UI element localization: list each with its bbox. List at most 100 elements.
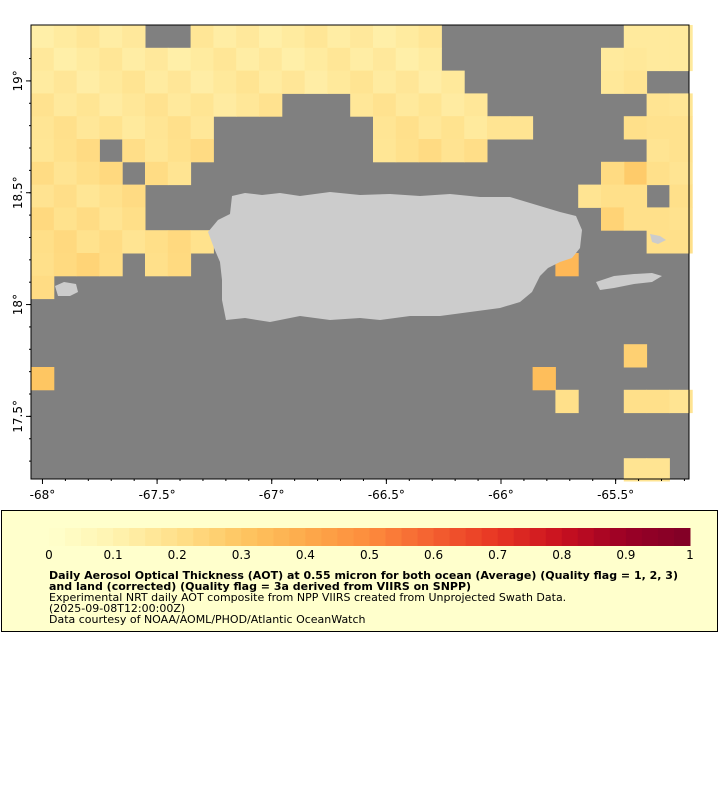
aot-cell [646, 139, 670, 163]
aot-cell [99, 70, 123, 94]
colorbar-cell [561, 528, 579, 546]
legend-description: Experimental NRT daily AOT composite fro… [49, 591, 567, 604]
colorbar-cell [129, 528, 146, 546]
aot-cell [373, 116, 397, 140]
colorbar-tick-label: 0.2 [168, 548, 187, 562]
aot-cell [53, 70, 78, 94]
aot-cell [441, 116, 465, 140]
colorbar-cell [641, 528, 659, 546]
aot-cell [623, 25, 648, 49]
aot-cell [487, 116, 511, 140]
aot-cell [418, 116, 442, 140]
colorbar-ticks: 0 0.1 0.2 0.3 0.4 0.5 0.6 0.7 0.8 0.9 1 [45, 548, 694, 562]
aot-cell [53, 161, 78, 186]
aot-cell [213, 25, 237, 49]
colorbar-tick-label: 0.5 [360, 548, 379, 562]
aot-cell [578, 184, 602, 208]
aot-cell [418, 70, 442, 94]
aot-cell [395, 70, 420, 94]
lon-tick-label: -66° [488, 488, 514, 502]
aot-cell [99, 253, 123, 277]
aot-cell [373, 47, 397, 72]
aot-cell [99, 230, 123, 254]
aot-cell [601, 47, 625, 72]
aot-cell [53, 25, 78, 49]
aot-cell [99, 25, 123, 49]
lon-tick-label: -68° [30, 488, 56, 502]
aot-cell [213, 70, 237, 94]
aot-cell [646, 47, 670, 72]
aot-cell [669, 93, 693, 117]
aot-cell [145, 253, 169, 277]
lat-tick-label: 19° [11, 70, 25, 91]
aot-cell [190, 70, 214, 94]
aot-cell [99, 116, 123, 140]
aot-cell [76, 116, 100, 140]
colorbar-cell [305, 528, 322, 546]
aot-cell [304, 70, 328, 94]
colorbar-cell [465, 528, 483, 546]
legend-credit: Data courtesy of NOAA/AOML/PHOD/Atlantic… [49, 613, 366, 626]
aot-cell [31, 184, 55, 208]
aot-cell [167, 230, 192, 254]
aot-cell [122, 184, 146, 208]
aot-cell [418, 25, 442, 49]
colorbar-cell [337, 528, 354, 546]
aot-cell [441, 93, 465, 117]
colorbar-cell [289, 528, 306, 546]
aot-cell [646, 389, 670, 414]
colorbar-cell [401, 528, 419, 546]
colorbar-cell [593, 528, 611, 546]
aot-cell [190, 116, 214, 140]
aot-cell [395, 47, 420, 72]
lat-tick-label: 17.5° [11, 400, 25, 433]
aot-cell [327, 70, 351, 94]
aot-data-cells [31, 25, 693, 482]
aot-cell [236, 93, 260, 117]
aot-cell [669, 207, 693, 231]
aot-cell [304, 25, 328, 49]
legend-timestamp: (2025-09-08T12:00:00Z) [49, 602, 186, 615]
aot-cell [145, 230, 169, 254]
aot-cell [395, 93, 420, 117]
aot-cell [145, 116, 169, 140]
colorbar-cell [481, 528, 499, 546]
colorbar-tick-label: 1 [686, 548, 694, 562]
aot-cell [31, 253, 55, 277]
aot-cell [190, 230, 214, 254]
lon-tick-label: -65.5° [597, 488, 634, 502]
aot-cell [623, 184, 648, 208]
land-masses [55, 192, 666, 322]
aot-cell [669, 25, 693, 49]
aot-cell [76, 70, 100, 94]
aot-cell [259, 25, 283, 49]
aot-cell [76, 161, 100, 186]
aot-cell [99, 184, 123, 208]
aot-cell [669, 184, 693, 208]
aot-cell [190, 139, 214, 163]
aot-map: -68° -67.5° -67° -66.5° -66° -65.5° 19° 18.5° 18… [11, 24, 693, 502]
aot-cell [395, 116, 420, 140]
aot-cell [259, 70, 283, 94]
aot-cell [53, 207, 78, 231]
aot-cell [53, 93, 78, 117]
culebra-island [650, 234, 666, 244]
aot-cell [395, 25, 420, 49]
aot-cell [31, 116, 55, 140]
aot-cell [350, 25, 374, 49]
legend-panel: 0 0.1 0.2 0.3 0.4 0.5 0.6 0.7 0.8 0.9 1 Daily Aero… [1, 510, 718, 632]
colorbar-cell [513, 528, 531, 546]
aot-cell [623, 161, 648, 186]
colorbar-cell [369, 528, 387, 546]
aot-cell [646, 116, 670, 140]
aot-cell [281, 70, 306, 94]
aot-cell [669, 230, 693, 254]
colorbar-cell [321, 528, 338, 546]
aot-cell [259, 47, 283, 72]
colorbar-cell [609, 528, 627, 546]
aot-cell [99, 93, 123, 117]
aot-cell [236, 70, 260, 94]
lon-tick-label: -67.5° [139, 488, 176, 502]
colorbar-cell [625, 528, 643, 546]
colorbar-tick-label: 0.9 [616, 548, 635, 562]
